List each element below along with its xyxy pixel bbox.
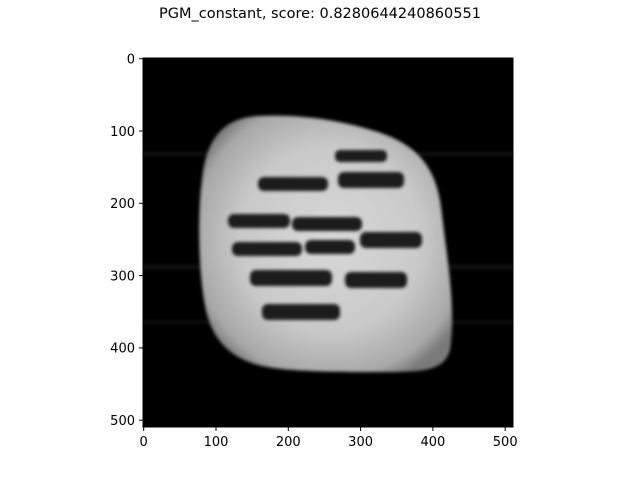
y-tick-label: 500 [110, 414, 135, 429]
x-tick-label: 200 [276, 435, 301, 450]
x-tick-label: 300 [348, 435, 373, 450]
y-tick-label: 300 [110, 269, 135, 284]
y-tick-label: 400 [110, 342, 135, 357]
x-tick-label: 400 [420, 435, 445, 450]
y-tick-label: 200 [110, 197, 135, 212]
x-tick-label: 100 [204, 435, 229, 450]
dark-features [228, 150, 422, 320]
y-axis: 0 100 200 300 400 500 [110, 53, 143, 429]
x-tick-label: 500 [493, 435, 518, 450]
x-axis: 0 100 200 300 400 500 [140, 427, 518, 450]
figure-title: PGM_constant, score: 0.8280644240860551 [159, 6, 481, 22]
x-tick-label: 0 [140, 435, 148, 450]
y-tick-label: 100 [110, 125, 135, 140]
reconstruction-image [143, 58, 513, 427]
axes-frame [142, 57, 514, 428]
y-tick-label: 0 [127, 53, 135, 68]
